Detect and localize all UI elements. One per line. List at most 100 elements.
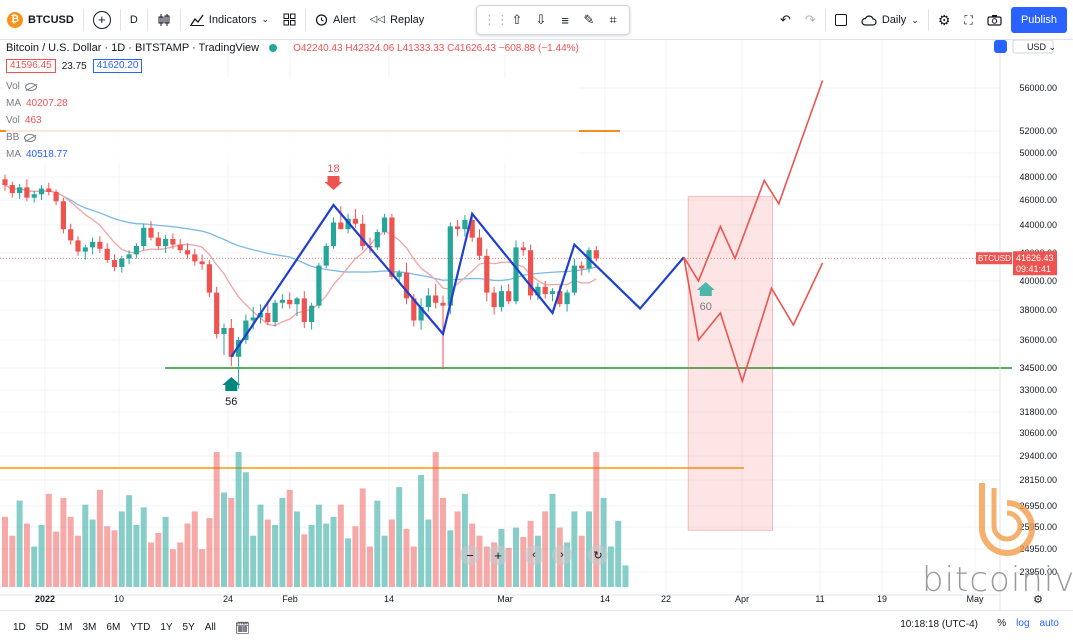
candle-body [170,239,176,245]
price-tick-label: 33000.00 [1019,385,1057,395]
volume-bar [345,538,352,587]
indicator-ma-1[interactable]: MA 40207.28 [6,95,579,112]
alert-label: Alert [333,13,356,26]
candle-body [382,217,388,232]
range-button-ytd[interactable]: YTD [130,622,151,633]
ohlc-values: O42240.43 H42324.06 L41333.33 C41626.43 … [293,42,579,54]
publish-button[interactable]: Publish [1011,7,1067,33]
percent-scale-button[interactable]: % [997,618,1007,629]
volume-bar [564,542,571,587]
reset-chart-button[interactable]: ↻ [588,545,608,565]
redo-button[interactable]: ↷ [804,12,816,27]
zoom-out-button[interactable]: − [460,545,480,565]
volume-bar [235,452,242,587]
scroll-left-button[interactable]: ‹ [524,545,544,565]
pattern-tool-icon[interactable]: ✎ [583,12,595,27]
volume-bar [264,519,271,587]
price-chart[interactable]: 18 56 60 56000.00 52000.00 50000.00 48000.00 4… [0,40,1073,610]
time-tick-label: Mar [497,594,513,604]
undo-button[interactable]: ↶ [780,12,791,27]
chart-type-button[interactable] [150,6,178,34]
range-button-1m[interactable]: 1M [58,622,73,633]
candle-body [287,299,293,305]
volume-bar [432,452,439,587]
range-button-6m[interactable]: 6M [106,622,121,633]
volume-bar [308,524,315,587]
templates-button[interactable] [276,6,303,34]
arrow-down-icon[interactable]: ⇩ [535,12,547,27]
range-button-1d[interactable]: 1D [13,622,26,633]
candle-body [389,217,395,277]
lines-icon[interactable]: ≡ [561,12,569,28]
frame-icon[interactable]: ⌗ [609,12,617,27]
right-toolbar-group: ↶ ↷ Daily ⌄ ⚙ ⛶ [773,6,1009,34]
snapshot-button[interactable] [980,6,1009,34]
range-button-3m[interactable]: 3M [82,622,97,633]
volume-bar [67,516,74,587]
volume-bar [9,535,16,587]
candle-body [484,255,490,293]
time-tick-label: 19 [877,594,887,604]
volume-bar [126,495,133,587]
volume-bar [104,526,111,587]
volume-bar [381,535,388,587]
volume-bar [257,504,264,587]
add-circle-icon: + [92,10,111,29]
price-axis[interactable]: 56000.00 52000.00 50000.00 48000.00 46000.00… [976,40,1057,610]
log-scale-button[interactable]: log [1016,618,1030,629]
fullscreen-box-button[interactable] [828,6,854,34]
candle-body [68,229,74,241]
compare-button[interactable]: + [86,6,118,34]
projection-box [687,196,774,531]
eye-hidden-icon[interactable] [24,133,37,142]
indicator-vol-2[interactable]: Vol 463 [6,112,579,129]
indicator-name: Vol [6,81,20,92]
range-button-all[interactable]: All [204,622,216,633]
alarm-clock-icon [315,14,328,26]
indicator-ma-2[interactable]: MA 40518.77 [6,146,579,163]
candle-body [476,237,483,256]
eye-hidden-icon[interactable] [24,82,37,91]
volume-bar [184,523,191,587]
range-button-1y[interactable]: 1Y [160,622,173,633]
auto-scale-button[interactable]: auto [1039,618,1059,629]
time-axis[interactable]: 2022 10 24 Feb 14 Mar 14 22 Apr 11 19 May ⚙ [0,594,1043,606]
divider [824,9,826,31]
drag-handle-icon[interactable]: ⋮⋮ [483,12,509,27]
volume-bar [622,565,629,587]
time-tick-label: 14 [384,594,394,604]
volume-bar [2,516,8,587]
range-button-5d[interactable]: 5D [35,622,49,633]
candle-body [491,292,497,308]
chevron-down-icon: ⌄ [911,14,919,25]
candle-body [111,260,118,267]
indicator-bb[interactable]: BB [6,129,579,146]
settings-button[interactable]: ⚙ [931,6,958,34]
candle-body [323,246,329,266]
candle-body [374,232,380,248]
candle-body [564,292,570,305]
candle-body [506,291,512,302]
indicators-button[interactable]: Indicators ⌄ [183,6,276,34]
price-tick-label: 56000.00 [1019,83,1057,93]
date-range-button[interactable]: 🗓 [235,621,250,635]
interval-button[interactable]: D [123,6,145,34]
bid-price[interactable]: 41596.45 [6,59,56,73]
calendar-icon: 🗓 [234,620,251,635]
candle-body [163,239,169,246]
zoom-in-button[interactable]: + [488,545,508,565]
indicator-vol-1[interactable]: Vol [6,78,579,95]
scroll-right-button[interactable]: › [552,545,572,565]
time-tick-label: Apr [735,594,749,604]
replay-button[interactable]: ◁◁ Replay [363,6,432,34]
timezone-clock[interactable]: 10:18:18 (UTC-4) [900,619,978,630]
volume-bar [461,493,468,587]
range-button-5y[interactable]: 5Y [182,622,195,633]
horizontal-levels [0,130,1012,469]
symbol-search-button[interactable]: ₿ BTCUSD [0,6,81,34]
layout-button[interactable]: Daily ⌄ [854,6,926,34]
alert-button[interactable]: Alert [308,6,363,34]
arrow-up-icon[interactable]: ⇧ [511,12,523,27]
ask-price[interactable]: 41620.20 [92,59,143,73]
fullscreen-button[interactable]: ⛶ [957,6,979,34]
